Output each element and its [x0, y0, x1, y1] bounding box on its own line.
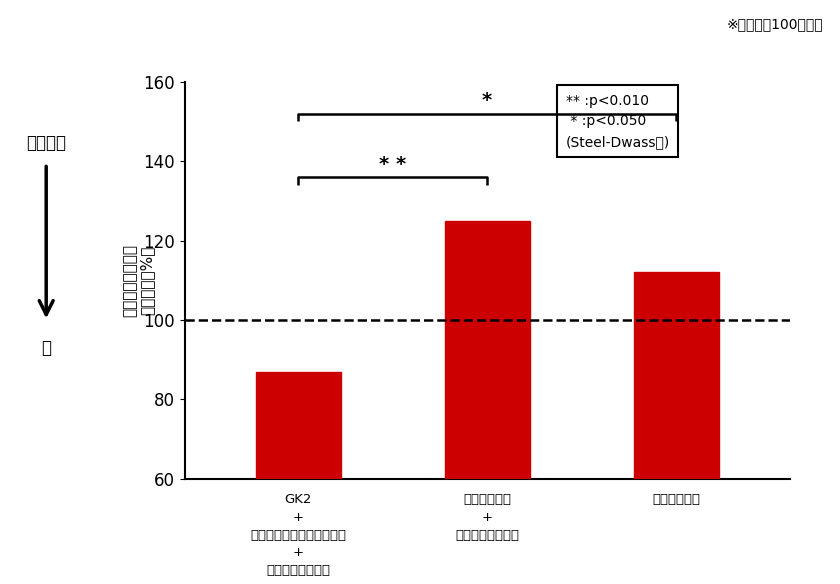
Text: カチオン化高分子: カチオン化高分子: [266, 564, 330, 576]
Text: * *: * *: [379, 155, 407, 174]
Text: アミノ酸系界面活性剤組成: アミノ酸系界面活性剤組成: [250, 529, 346, 541]
Text: *: *: [482, 91, 492, 110]
Text: 脂肪酸系組成: 脂肪酸系組成: [463, 493, 512, 506]
Text: 対初期値（%）: 対初期値（%）: [139, 246, 155, 315]
Text: ※初期値を100とする: ※初期値を100とする: [727, 18, 823, 32]
Bar: [255, 371, 341, 584]
Text: 高: 高: [41, 339, 51, 357]
Text: 保湿効果: 保湿効果: [26, 134, 66, 152]
Text: +: +: [481, 511, 493, 524]
Text: ** :p<0.010
 * :p<0.050
(Steel-Dwass法): ** :p<0.010 * :p<0.050 (Steel-Dwass法): [566, 93, 670, 149]
Text: +: +: [292, 546, 304, 559]
Text: 経表皮水分蒸散量: 経表皮水分蒸散量: [123, 244, 138, 317]
Bar: [444, 221, 530, 584]
Text: GK2: GK2: [285, 493, 312, 506]
Text: カチオン化高分子: カチオン化高分子: [455, 529, 519, 541]
Text: +: +: [292, 511, 304, 524]
Text: 脂肪酸系組成: 脂肪酸系組成: [652, 493, 701, 506]
Bar: [633, 272, 719, 584]
